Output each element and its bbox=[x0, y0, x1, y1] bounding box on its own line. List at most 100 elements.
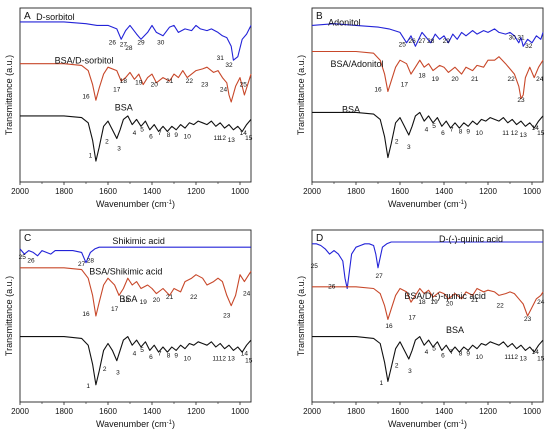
peak-label: 26 bbox=[408, 38, 416, 45]
peak-label: 22 bbox=[190, 294, 198, 301]
x-axis-title: Wavenumber (cm-1) bbox=[388, 199, 467, 209]
x-tick-label: 1400 bbox=[435, 407, 453, 416]
y-axis-title: Transmittance (a.u.) bbox=[4, 276, 14, 356]
peak-label: 31 bbox=[217, 55, 225, 62]
peak-label: 1 bbox=[86, 383, 90, 390]
peak-label: 11 bbox=[212, 356, 219, 363]
x-tick-label: 2000 bbox=[303, 407, 321, 416]
peak-label: 6 bbox=[149, 134, 153, 141]
peak-label: 26 bbox=[109, 40, 117, 47]
peak-label: 28 bbox=[427, 38, 435, 45]
peak-label: 14 bbox=[241, 351, 249, 358]
series-label: BSA bbox=[119, 294, 137, 304]
peak-label: 13 bbox=[520, 132, 528, 139]
peak-label: 21 bbox=[166, 78, 174, 85]
peak-label: 23 bbox=[201, 81, 209, 88]
x-tick-label: 1000 bbox=[231, 407, 249, 416]
peak-label: 7 bbox=[450, 127, 454, 134]
peak-label: 4 bbox=[133, 130, 137, 137]
peak-label: 27 bbox=[78, 261, 86, 268]
peak-label: 19 bbox=[140, 299, 148, 306]
panel-d: 2000 1800 1600 1400 1200 1000 Wavenumber (cm-1… bbox=[296, 229, 545, 429]
peak-label: 20 bbox=[153, 297, 161, 304]
peak-label: 22 bbox=[507, 76, 515, 83]
peak-label: 29 bbox=[443, 38, 451, 45]
panel-letter: B bbox=[316, 11, 323, 22]
peak-label: 25 bbox=[399, 41, 407, 48]
x-tick-label: 2000 bbox=[303, 187, 321, 196]
plot-frame bbox=[19, 7, 252, 183]
peak-label: 12 bbox=[219, 356, 227, 363]
x-tick-label: 1400 bbox=[143, 407, 161, 416]
peak-label: 6 bbox=[149, 354, 153, 361]
peak-label: 14 bbox=[532, 349, 540, 356]
peak-label: 27 bbox=[418, 38, 426, 45]
peak-label: 9 bbox=[466, 128, 470, 135]
peak-label: 15 bbox=[537, 356, 545, 363]
peak-label: 17 bbox=[401, 81, 409, 88]
x-tick-label: 1800 bbox=[347, 407, 365, 416]
peak-label: 22 bbox=[186, 78, 194, 85]
series-label: BSA bbox=[115, 103, 133, 113]
x-tick-label: 1000 bbox=[523, 407, 541, 416]
peak-label: 14 bbox=[240, 130, 248, 137]
x-tick-label: 1200 bbox=[479, 407, 497, 416]
peak-label: 30 bbox=[509, 34, 517, 41]
series-line-0 bbox=[20, 21, 252, 61]
peak-label: 18 bbox=[122, 297, 130, 304]
peak-label: 26 bbox=[27, 258, 35, 265]
plot-frame bbox=[311, 229, 544, 403]
peak-label: 28 bbox=[125, 45, 133, 52]
x-tick-label: 1000 bbox=[231, 187, 249, 196]
peak-label: 7 bbox=[158, 351, 162, 358]
peak-label: 11 bbox=[504, 354, 511, 361]
peak-label: 11 bbox=[502, 130, 509, 137]
peak-label: 16 bbox=[385, 323, 393, 330]
series-label: D-(-)-quinic acid bbox=[439, 234, 503, 244]
series-line-1 bbox=[20, 267, 252, 317]
peak-label: 2 bbox=[103, 366, 107, 373]
panel-letter: C bbox=[24, 233, 31, 244]
peak-label: 25 bbox=[311, 263, 319, 270]
peak-label: 3 bbox=[408, 368, 412, 375]
series-label: BSA bbox=[342, 104, 360, 114]
peak-label: 23 bbox=[223, 313, 231, 320]
peak-label: 12 bbox=[511, 130, 519, 137]
peak-label: 8 bbox=[167, 132, 171, 139]
peak-label: 21 bbox=[471, 76, 479, 83]
peak-label: 20 bbox=[446, 301, 454, 308]
panel-letter: A bbox=[24, 11, 31, 22]
peak-label: 5 bbox=[140, 347, 144, 354]
peak-label: 1 bbox=[89, 153, 93, 160]
panel-c: 2000 1800 1600 1400 1200 1000 Wavenumber (cm-1… bbox=[4, 229, 253, 429]
x-tick-label: 1200 bbox=[187, 407, 205, 416]
x-axis-title: Wavenumber (cm-1) bbox=[96, 419, 175, 429]
x-tick-label: 1400 bbox=[435, 187, 453, 196]
series-line-2 bbox=[20, 336, 252, 386]
series-line-0 bbox=[311, 23, 544, 47]
series-label: Shikimic acid bbox=[112, 236, 165, 246]
peak-label: 17 bbox=[111, 306, 119, 313]
x-tick-label: 1800 bbox=[347, 187, 365, 196]
peak-label: 4 bbox=[425, 349, 429, 356]
peak-label: 13 bbox=[520, 356, 528, 363]
peak-label: 5 bbox=[432, 123, 436, 130]
peak-label: 5 bbox=[140, 127, 144, 134]
peak-label: 9 bbox=[174, 352, 178, 359]
x-tick-label: 1000 bbox=[523, 187, 541, 196]
peak-label: 10 bbox=[476, 130, 484, 137]
x-tick-label: 1800 bbox=[55, 187, 73, 196]
series-label: BSA/Adonitol bbox=[330, 59, 383, 69]
peak-label: 18 bbox=[120, 78, 128, 85]
peak-label: 32 bbox=[225, 62, 233, 69]
peak-label: 13 bbox=[228, 356, 236, 363]
peak-label: 10 bbox=[184, 356, 192, 363]
peak-label: 8 bbox=[459, 351, 463, 358]
panel-b: 2000 1800 1600 1400 1200 1000 Wavenumber (cm-1… bbox=[296, 7, 545, 209]
x-tick-label: 2000 bbox=[11, 407, 29, 416]
series-label: Adonitol bbox=[328, 17, 361, 27]
peak-label: 31 bbox=[517, 34, 525, 41]
x-tick-label: 1600 bbox=[99, 187, 117, 196]
plot-frame bbox=[19, 229, 252, 403]
peak-label: 23 bbox=[517, 97, 525, 104]
